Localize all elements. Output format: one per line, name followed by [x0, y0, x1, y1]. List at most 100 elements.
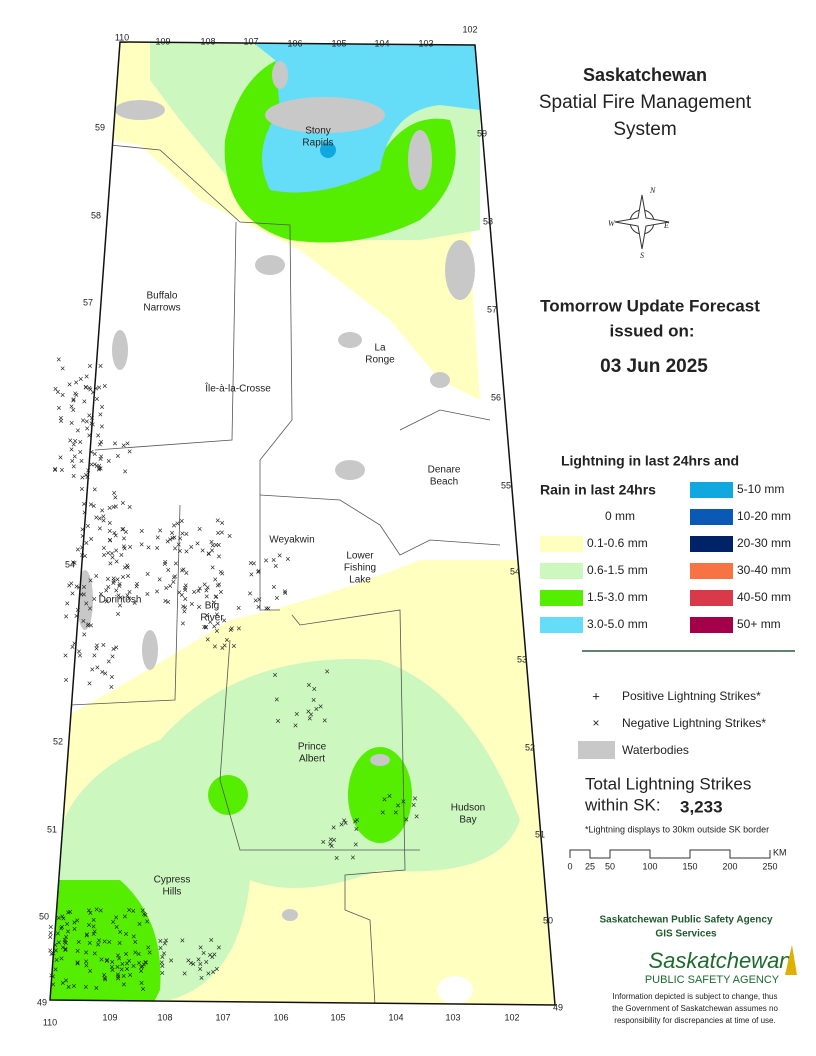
lightning-strike: ×	[120, 572, 125, 582]
lightning-strike: ×	[84, 372, 89, 382]
lightning-strike: ×	[179, 566, 184, 576]
lat-label: 59	[95, 122, 105, 132]
lightning-strike: ×	[95, 940, 100, 950]
lightning-strike: ×	[127, 587, 132, 597]
lightning-strike: ×	[49, 970, 54, 980]
lightning-strike: ×	[94, 644, 99, 654]
lightning-strike: ×	[208, 617, 213, 627]
scale-label: 100	[642, 861, 657, 871]
lightning-strike: ×	[395, 800, 400, 810]
lightning-strike: ×	[111, 576, 116, 586]
lat-label: 54	[65, 559, 75, 569]
lightning-strike: ×	[220, 569, 225, 579]
lightning-strike: ×	[77, 650, 82, 660]
legend-label: Positive Lightning Strikes*	[622, 689, 761, 703]
lightning-strike: ×	[197, 964, 202, 974]
lightning-strike: ×	[146, 943, 151, 953]
lightning-strike: ×	[102, 973, 107, 983]
lightning-strike: ×	[56, 403, 61, 413]
place-label: Hudson	[451, 803, 485, 814]
lightning-strike: ×	[82, 629, 87, 639]
lat-label: 52	[525, 742, 535, 752]
lightning-strike: ×	[169, 528, 174, 538]
lightning-strike: ×	[98, 589, 103, 599]
lightning-strike: ×	[77, 582, 82, 592]
lightning-strike: ×	[111, 573, 116, 583]
lightning-strike: ×	[209, 537, 214, 547]
lightning-strike: ×	[71, 471, 76, 481]
legend-label: 1.5-3.0 mm	[587, 590, 648, 604]
lightning-strike: ×	[120, 525, 125, 535]
lightning-strike: ×	[96, 935, 101, 945]
legend-label: 3.0-5.0 mm	[587, 617, 648, 631]
lat-label: 58	[91, 210, 101, 220]
lightning-strike: ×	[105, 548, 110, 558]
lightning-strike: ×	[177, 588, 182, 598]
lightning-strike: ×	[203, 622, 208, 632]
lightning-strike: ×	[160, 952, 165, 962]
lightning-strike: ×	[106, 456, 111, 466]
lightning-strike: ×	[68, 907, 73, 917]
lightning-strike: ×	[211, 597, 216, 607]
legend-label: 10-20 mm	[737, 509, 791, 523]
legend-title: Lightning in last 24hrs and	[561, 453, 739, 469]
place-label: Dorintosh	[99, 595, 142, 606]
lightning-strike: ×	[82, 507, 87, 517]
lightning-strike: ×	[256, 602, 261, 612]
lightning-strike: ×	[117, 953, 122, 963]
lightning-strike: ×	[88, 908, 93, 918]
lightning-strike: ×	[205, 583, 210, 593]
lightning-strike: ×	[140, 984, 145, 994]
lon-label: 104	[388, 1012, 403, 1022]
lightning-strike: ×	[120, 959, 125, 969]
lightning-strike: ×	[87, 678, 92, 688]
lightning-strike: ×	[141, 909, 146, 919]
lightning-strike: ×	[350, 853, 355, 863]
lightning-strike: ×	[115, 609, 120, 619]
lightning-strike: ×	[266, 604, 271, 614]
lightning-strike: ×	[84, 538, 89, 548]
legend-swatch	[690, 590, 733, 606]
lightning-strike: ×	[256, 567, 261, 577]
lightning-strike: ×	[100, 667, 105, 677]
lon-label: 107	[243, 36, 258, 46]
lightning-strike: ×	[91, 915, 96, 925]
lightning-strike: ×	[56, 913, 61, 923]
lightning-strike: ×	[163, 596, 168, 606]
lightning-strike: ×	[116, 590, 121, 600]
lightning-strike: ×	[217, 579, 222, 589]
lightning-strike: ×	[183, 594, 188, 604]
lightning-strike: ×	[60, 978, 65, 988]
lightning-strike: ×	[111, 488, 116, 498]
lightning-strike: ×	[124, 964, 129, 974]
waterbody	[255, 255, 285, 275]
lightning-strike: ×	[101, 515, 106, 525]
lightning-strike: ×	[321, 837, 326, 847]
lightning-strike: ×	[96, 383, 101, 393]
lightning-strike: ×	[216, 528, 221, 538]
lightning-strike: ×	[112, 528, 117, 538]
boundary	[94, 221, 237, 451]
lightning-strike: ×	[125, 590, 130, 600]
lat-label: 54	[510, 566, 520, 576]
lightning-strike: ×	[80, 472, 85, 482]
lightning-strike: ×	[200, 545, 205, 555]
lat-label: 51	[535, 829, 545, 839]
lightning-strike: ×	[53, 384, 58, 394]
lightning-strike: ×	[71, 439, 76, 449]
lightning-strike: ×	[81, 589, 86, 599]
lightning-strike: ×	[50, 972, 55, 982]
lightning-strike: ×	[107, 503, 112, 513]
lightning-strike: ×	[94, 983, 99, 993]
lightning-strike: ×	[48, 928, 53, 938]
lightning-strike: ×	[224, 635, 229, 645]
lightning-strike: ×	[215, 618, 220, 628]
lightning-strike: ×	[95, 663, 100, 673]
place-label: La	[374, 343, 386, 354]
lightning-strike: ×	[83, 470, 88, 480]
waterbody	[445, 240, 475, 300]
lightning-strike: ×	[107, 937, 112, 947]
lightning-strike: ×	[179, 516, 184, 526]
lightning-strike: ×	[229, 624, 234, 634]
lightning-strike: ×	[53, 965, 58, 975]
